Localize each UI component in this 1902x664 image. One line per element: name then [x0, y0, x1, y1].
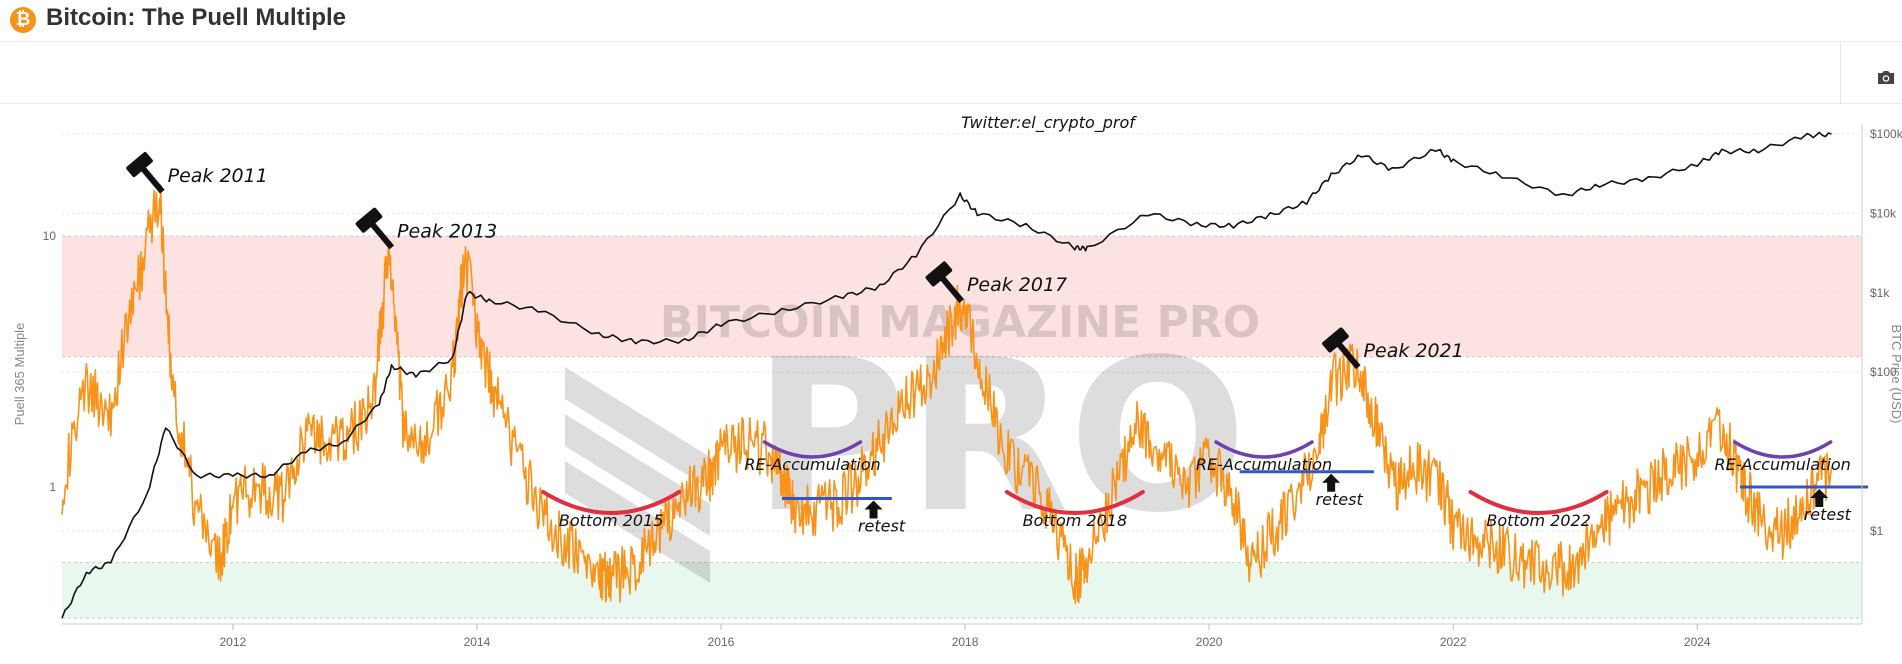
annotation-retest-11: retest [1316, 490, 1364, 509]
annotation-layer [126, 152, 1869, 519]
peak-hammer-icon-3 [1322, 327, 1361, 370]
reacc-arc-8 [1214, 440, 1314, 459]
annotation-peak-2: Peak 2017 [967, 274, 1067, 296]
bitcoin-logo-icon: ₿ [10, 7, 36, 33]
annotation-peak-3: Peak 2021 [1364, 340, 1464, 362]
series-layer [61, 131, 1833, 619]
x-tick-label-2012: 2012 [219, 635, 246, 649]
annotation-retest-12: retest [1804, 505, 1852, 524]
x-tick-label-2024: 2024 [1684, 635, 1711, 649]
annotation-reacc-9: RE-Accumulation [1715, 455, 1851, 474]
page-title: Bitcoin: The Puell Multiple [46, 4, 346, 31]
y-right-tick-$1: $1 [1870, 524, 1884, 538]
peak-hammer-icon-2 [925, 261, 964, 304]
annotation-retest-10: retest [858, 516, 906, 535]
peak-hammer-icon-1-handle [370, 222, 395, 250]
reacc-arc-9 [1732, 440, 1833, 459]
x-tick-label-2018: 2018 [952, 635, 979, 649]
peak-hammer-icon-1 [355, 207, 395, 250]
y-right-tick-$10k: $10k [1870, 206, 1897, 220]
x-tick-label-2022: 2022 [1440, 635, 1467, 649]
zone-layer [62, 235, 1862, 619]
chart-toolbar [0, 42, 1902, 104]
retest-arrow-icon-12 [1810, 489, 1829, 507]
annotation-bottom-6: Bottom 2022 [1486, 511, 1591, 530]
text-layer: Peak 2011 Peak 2013 Peak 2017 Peak 2021 Bott… [12, 113, 1902, 649]
annotation-reacc-7: RE-Accumulation [744, 455, 880, 474]
peak-hammer-icon-2-handle [940, 276, 964, 304]
annotation-bottom-5: Bottom 2018 [1023, 511, 1128, 530]
bottom-arc-6 [1468, 490, 1609, 515]
bottom-arc-5 [1004, 490, 1145, 515]
series-btc-price [61, 131, 1832, 619]
bottom-arc-4 [541, 490, 682, 515]
retest-arrow-icon-11 [1322, 473, 1341, 492]
watermark-stripes-icon [565, 367, 710, 583]
y-left-tick-10: 10 [43, 229, 57, 243]
retest-arrow-icon-10 [864, 500, 883, 519]
page-header: ₿ Bitcoin: The Puell Multiple [0, 0, 1902, 42]
peak-hammer-icon-0-handle [140, 166, 165, 194]
reacc-arc-7 [762, 440, 863, 459]
annotation-reacc-8: RE-Accumulation [1196, 455, 1332, 474]
y-right-axis-title: BTC Price (USD) [1889, 325, 1902, 424]
annotation-peak-1: Peak 2013 [397, 220, 497, 242]
zone-green [62, 562, 1862, 619]
camera-icon[interactable] [1876, 69, 1896, 85]
x-tick-label-2016: 2016 [708, 635, 735, 649]
annotation-bottom-4: Bottom 2015 [559, 511, 664, 530]
annotation-peak-0: Peak 2011 [168, 165, 268, 187]
peak-hammer-icon-1-head [355, 207, 383, 233]
y-right-tick-$100k: $100k [1870, 127, 1902, 141]
y-left-axis-title: Puell 365 Multiple [12, 323, 27, 426]
grid-layer [62, 133, 1862, 532]
peak-hammer-icon-3-handle [1336, 342, 1361, 370]
x-tick-label-2020: 2020 [1196, 635, 1223, 649]
axes-layer [62, 124, 1863, 630]
peak-hammer-icon-3-head [1322, 327, 1349, 353]
zone-red [62, 236, 1862, 357]
peak-hammer-icon-0-head [126, 152, 153, 178]
peak-hammer-icon-2-head [925, 261, 953, 287]
series-puell-multiple [61, 184, 1833, 605]
toolbar-divider [1840, 42, 1841, 104]
y-left-tick-1: 1 [49, 480, 56, 494]
x-tick-label-2014: 2014 [464, 635, 491, 649]
credit-text: Twitter:el_crypto_prof [961, 113, 1137, 133]
y-right-tick-$1k: $1k [1870, 286, 1890, 300]
peak-hammer-icon-0 [126, 152, 165, 194]
y-right-tick-$100: $100 [1870, 365, 1897, 379]
